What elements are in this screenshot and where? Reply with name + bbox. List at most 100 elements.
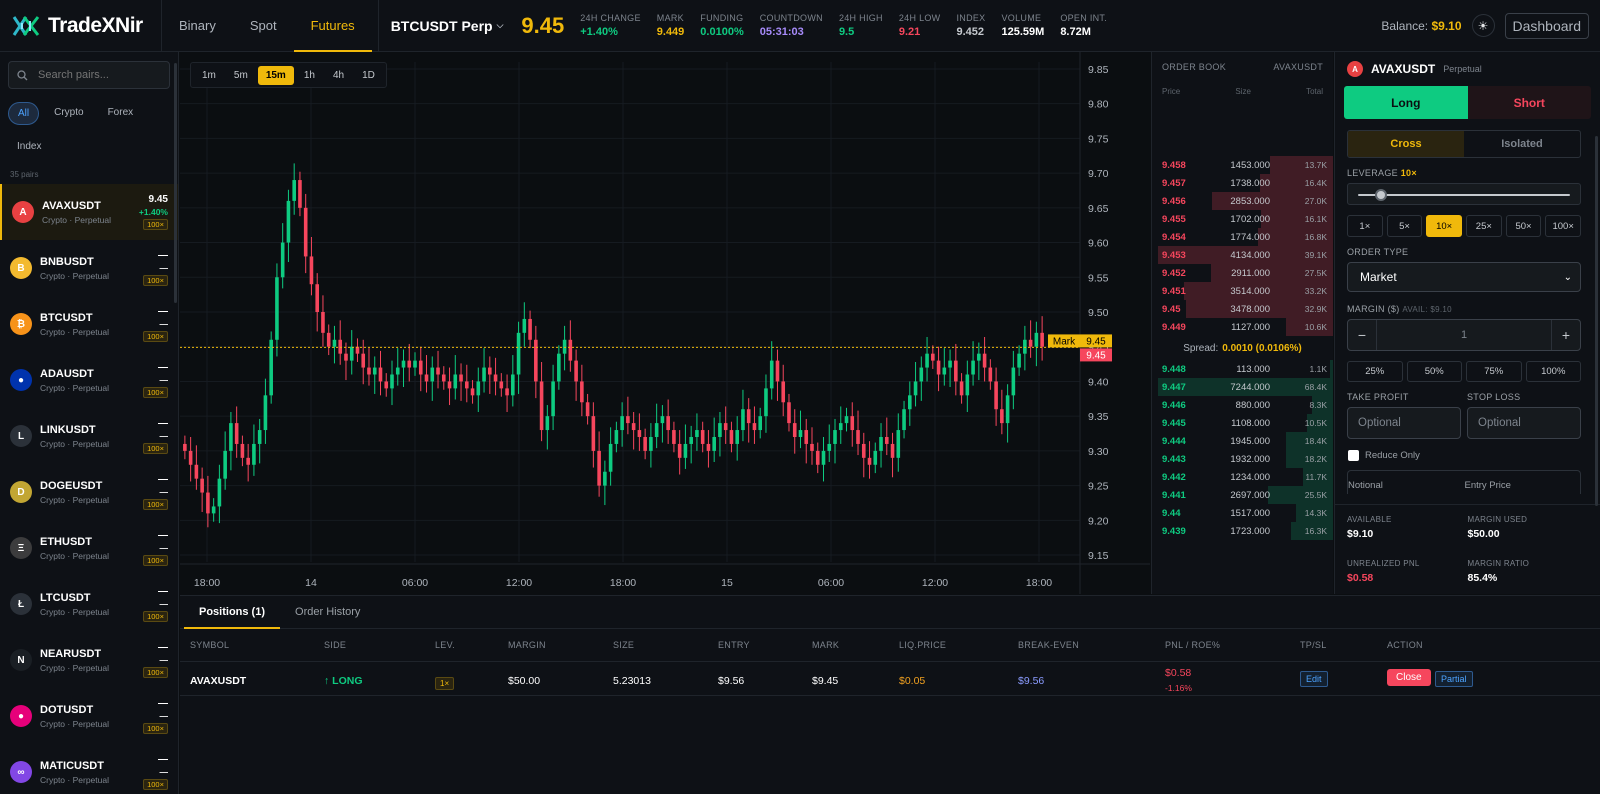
- filter-chip-crypto[interactable]: Crypto: [54, 107, 84, 118]
- timeframe-15m[interactable]: 15m: [257, 65, 294, 85]
- pair-meta: ADAUSDT Crypto · Perpetual: [40, 368, 143, 393]
- bid-row[interactable]: 9.44 1517.000 14.3K: [1152, 504, 1333, 522]
- ask-row[interactable]: 9.449 1127.000 10.6K: [1152, 318, 1333, 336]
- ask-row[interactable]: 9.454 1774.000 16.8K: [1152, 228, 1333, 246]
- timeframe-1h[interactable]: 1h: [303, 69, 315, 81]
- bid-row[interactable]: 9.442 1234.000 11.7K: [1152, 468, 1333, 486]
- ask-row[interactable]: 9.458 1453.000 13.7K: [1152, 156, 1333, 174]
- margin-percent-button[interactable]: 25%: [1347, 361, 1403, 382]
- ob-total: 11.7K: [1305, 472, 1327, 482]
- pair-list-item[interactable]: L LINKUSDT Crypto · Perpetual — — 100×: [0, 408, 178, 464]
- timeframe-4h[interactable]: 4h: [332, 69, 345, 81]
- theme-toggle-button[interactable]: ☀: [1471, 14, 1495, 37]
- margin-percent-button[interactable]: 75%: [1466, 361, 1522, 382]
- leverage-preset-button[interactable]: 5×: [1386, 215, 1423, 237]
- pair-list-item[interactable]: A AVAXUSDT Crypto · Perpetual 9.45 +1.40% 100…: [0, 184, 178, 240]
- bid-row[interactable]: 9.446 880.000 8.3K: [1152, 396, 1333, 414]
- candlestick-chart[interactable]: 9.85 9.80 9.75 9.70 9.65 9.60 9.55 9.50 9.45 9.40…: [180, 52, 1150, 594]
- tab-positions[interactable]: Positions (1): [184, 596, 281, 629]
- candle-body: [217, 478, 222, 507]
- cross-margin-button[interactable]: Cross: [1348, 131, 1464, 157]
- leverage-preset-button[interactable]: 25×: [1466, 215, 1502, 237]
- take-profit-input[interactable]: Optional: [1347, 407, 1461, 439]
- bid-row[interactable]: 9.443 1932.000 18.2K: [1152, 450, 1333, 468]
- reduce-only-toggle[interactable]: Reduce Only: [1348, 450, 1588, 461]
- pair-list-item[interactable]: ₿ BTCUSDT Crypto · Perpetual — — 100×: [0, 296, 178, 352]
- brand-logo[interactable]: TradeXNir: [0, 0, 162, 52]
- reduce-only-checkbox[interactable]: [1348, 450, 1359, 461]
- margin-percent-button[interactable]: 50%: [1406, 361, 1462, 382]
- pair-list-item[interactable]: N NEARUSDT Crypto · Perpetual — — 100×: [0, 632, 178, 688]
- ask-row[interactable]: 9.452 2911.000 27.5K: [1152, 264, 1333, 282]
- ask-row[interactable]: 9.457 1738.000 16.4K: [1152, 174, 1333, 192]
- order-type-select[interactable]: Market ⌄: [1347, 262, 1581, 292]
- notional-label: Notional: [1348, 480, 1383, 491]
- price-chart[interactable]: 9.85 9.80 9.75 9.70 9.65 9.60 9.55 9.50 9.45 9.40…: [180, 52, 1150, 594]
- isolated-margin-button[interactable]: Isolated: [1501, 138, 1543, 150]
- pair-list-item[interactable]: B BNBUSDT Crypto · Perpetual — — 100×: [0, 240, 178, 296]
- header-divider: [180, 661, 1600, 662]
- pair-list-item[interactable]: ● ADAUSDT Crypto · Perpetual — — 100×: [0, 352, 178, 408]
- panel-scrollbar[interactable]: [1595, 136, 1598, 506]
- filter-chip-index[interactable]: Index: [17, 141, 42, 152]
- pair-list-item[interactable]: Ξ ETHUSDT Crypto · Perpetual — — 100×: [0, 520, 178, 576]
- bid-row[interactable]: 9.448 113.000 1.1K: [1152, 360, 1333, 378]
- account-stat: AVAILABLE $9.10: [1347, 515, 1468, 550]
- margin-input[interactable]: 1: [1376, 320, 1552, 350]
- nav-tab-futures[interactable]: Futures: [293, 0, 372, 52]
- bid-row[interactable]: 9.447 7244.000 68.4K: [1152, 378, 1333, 396]
- leverage-slider[interactable]: [1347, 183, 1581, 205]
- search-box[interactable]: [8, 61, 170, 89]
- plus-button[interactable]: +: [1561, 327, 1571, 343]
- ticker-stat: VOLUME 125.59M: [1002, 13, 1045, 38]
- ask-row[interactable]: 9.455 1702.000 16.1K: [1152, 210, 1333, 228]
- ask-row[interactable]: 9.451 3514.000 33.2K: [1152, 282, 1333, 300]
- dashboard-button[interactable]: Dashboard: [1504, 12, 1589, 39]
- edit-tpsl-button[interactable]: Edit: [1300, 671, 1328, 687]
- leverage-preset-button[interactable]: 10×: [1426, 215, 1463, 237]
- search-input[interactable]: [38, 69, 158, 81]
- margin-percent-button[interactable]: 100%: [1525, 361, 1581, 382]
- short-button[interactable]: Short: [1467, 86, 1591, 119]
- leverage-preset-button[interactable]: 1×: [1347, 215, 1383, 237]
- ob-size: 1127.000: [1231, 321, 1270, 333]
- timeframe-1m[interactable]: 1m: [202, 69, 216, 81]
- leverage-preset-button[interactable]: 100×: [1545, 215, 1582, 237]
- ob-total: 27.0K: [1304, 196, 1327, 206]
- ask-row[interactable]: 9.456 2853.000 27.0K: [1152, 192, 1333, 210]
- margin-stepper[interactable]: − 1 +: [1347, 319, 1581, 351]
- leverage-preset-button[interactable]: 50×: [1505, 215, 1542, 237]
- pair-selector[interactable]: BTCUSDT Perp ⌵: [377, 0, 520, 52]
- candle-body: [867, 457, 872, 465]
- long-button[interactable]: Long: [1344, 86, 1468, 119]
- minus-button[interactable]: −: [1357, 327, 1367, 343]
- tab-order-history[interactable]: Order History: [295, 606, 361, 618]
- filter-chip-all[interactable]: All: [8, 102, 40, 125]
- pair-list-item[interactable]: D DOGEUSDT Crypto · Perpetual — — 100×: [0, 464, 178, 520]
- sidebar-scrollbar[interactable]: [174, 63, 177, 303]
- bid-row[interactable]: 9.439 1723.000 16.3K: [1152, 522, 1333, 540]
- stop-loss-input[interactable]: Optional: [1467, 407, 1581, 439]
- ask-row[interactable]: 9.45 3478.000 32.9K: [1152, 300, 1333, 318]
- candle-body: [355, 346, 360, 354]
- nav-tab-spot[interactable]: Spot: [249, 18, 277, 33]
- nav-tab-binary[interactable]: Binary: [179, 18, 216, 33]
- partial-close-button[interactable]: Partial: [1435, 671, 1473, 687]
- bid-row[interactable]: 9.445 1108.000 10.5K: [1152, 414, 1333, 432]
- timeframe-5m[interactable]: 5m: [233, 69, 248, 81]
- ask-row[interactable]: 9.453 4134.000 39.1K: [1152, 246, 1333, 264]
- candle-body: [574, 360, 578, 382]
- x-tick-label: 18:00: [1026, 577, 1052, 589]
- bid-row[interactable]: 9.444 1945.000 18.4K: [1152, 432, 1333, 450]
- bid-row[interactable]: 9.441 2697.000 25.5K: [1152, 486, 1333, 504]
- pair-list-item[interactable]: ∞ MATICUSDT Crypto · Perpetual — — 100×: [0, 744, 178, 794]
- filter-chip-forex[interactable]: Forex: [107, 107, 134, 118]
- candle-body: [948, 360, 952, 368]
- candle-body: [349, 346, 354, 361]
- slider-knob[interactable]: [1375, 189, 1388, 201]
- timeframe-1D[interactable]: 1D: [362, 69, 375, 81]
- close-position-button[interactable]: Close: [1387, 669, 1431, 686]
- pair-list-item[interactable]: ● DOTUSDT Crypto · Perpetual — — 100×: [0, 688, 178, 744]
- pair-list-item[interactable]: Ł LTCUSDT Crypto · Perpetual — — 100×: [0, 576, 178, 632]
- col-header: SIDE: [324, 640, 347, 650]
